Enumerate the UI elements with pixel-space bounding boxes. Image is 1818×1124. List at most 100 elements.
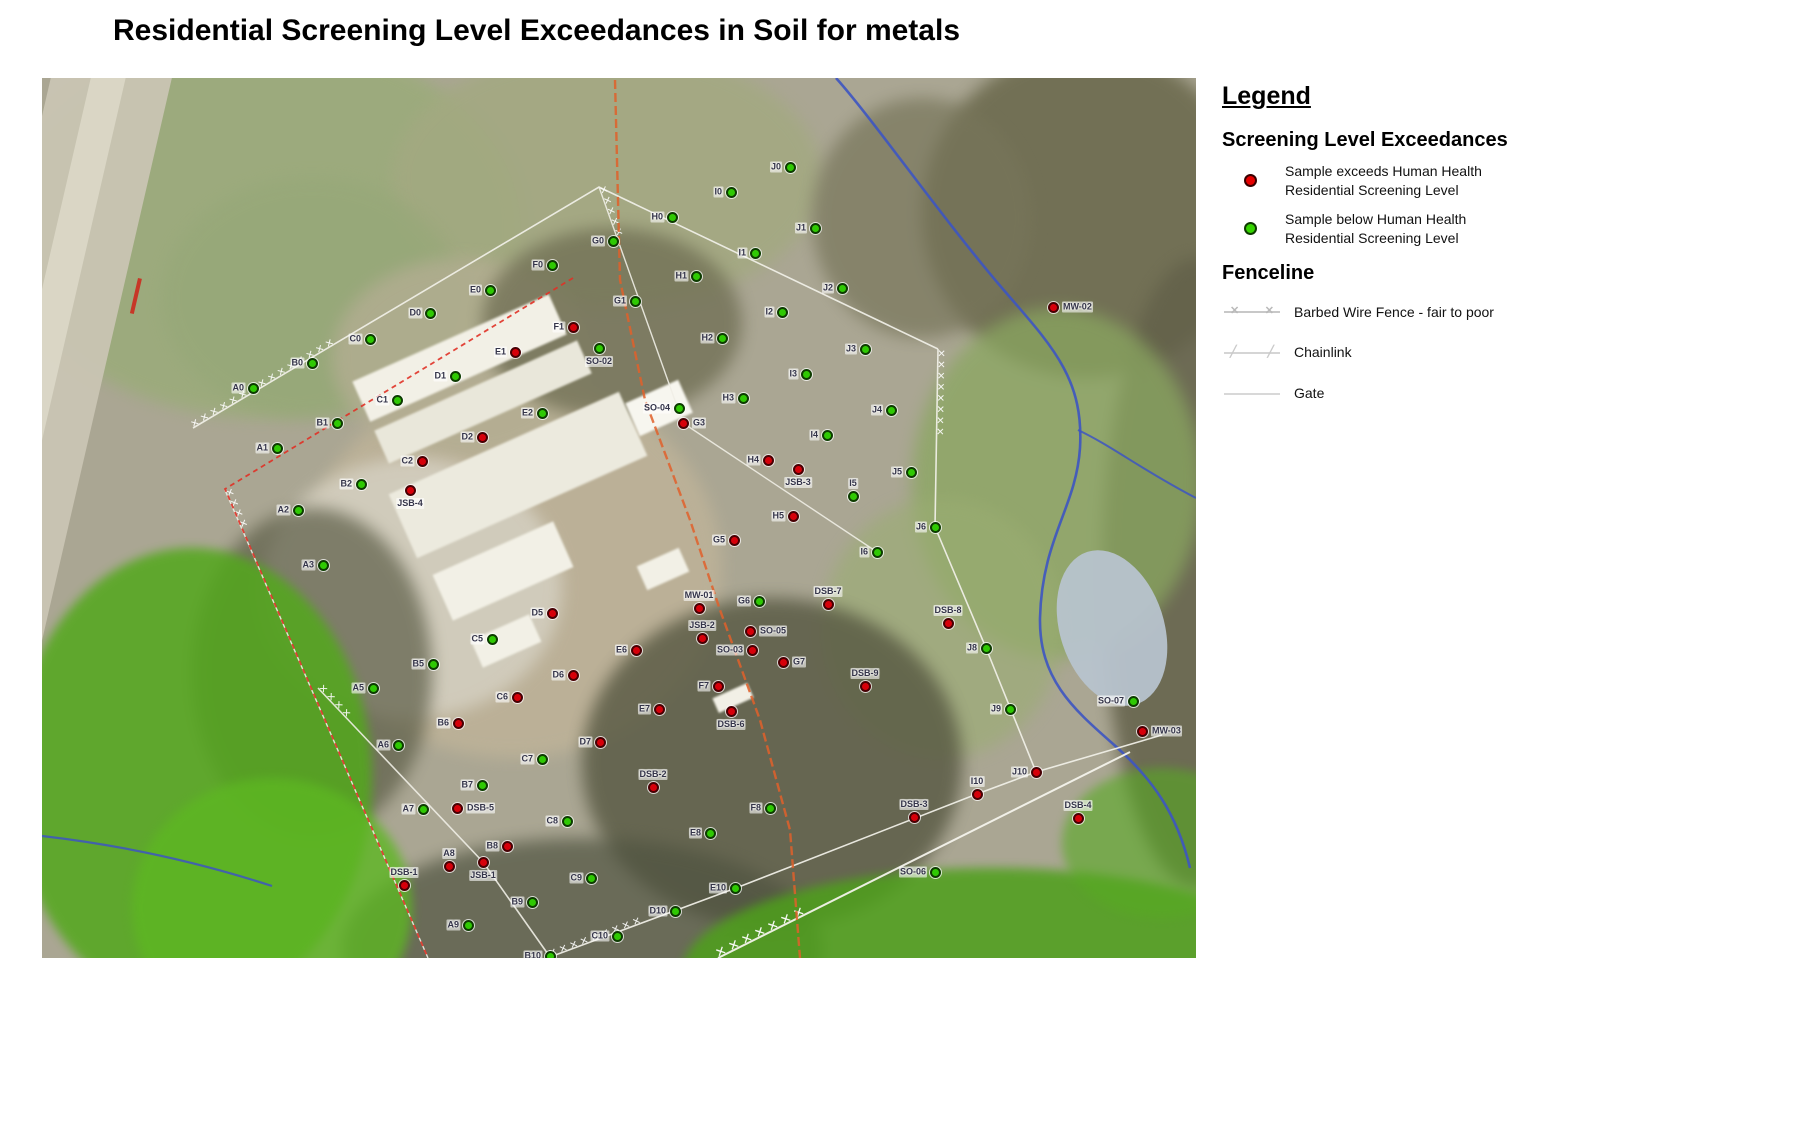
sample-label: B7: [460, 779, 474, 791]
sample-label: MW-01: [683, 590, 715, 601]
sample-point-A3: [317, 559, 329, 571]
sample-point-A2: [292, 504, 304, 516]
sample-point-H0: [666, 211, 678, 223]
sample-point-H4: [762, 454, 774, 466]
sample-point-JSB-4: [404, 484, 416, 496]
pond: [1056, 550, 1168, 706]
sample-point-A7: [417, 803, 429, 815]
sample-point-B10: [544, 950, 556, 958]
sample-point-E10: [729, 882, 741, 894]
sample-point-G6: [753, 595, 765, 607]
gate-line-icon: [1224, 387, 1280, 401]
sample-label: A1: [255, 442, 269, 454]
sample-label: J4: [870, 404, 883, 416]
sample-label: F7: [697, 680, 710, 692]
sample-point-D5: [546, 607, 558, 619]
sample-point-C2: [416, 455, 428, 467]
sample-point-B7: [476, 779, 488, 791]
sample-point-F1: [567, 321, 579, 333]
sample-point-DSB-1: [398, 879, 410, 891]
sample-label: C10: [590, 930, 609, 942]
sample-point-J3: [859, 343, 871, 355]
sample-point-J9: [1004, 703, 1016, 715]
sample-label: E8: [688, 827, 702, 839]
aerial-map: ✕ ✕ ✕ ✕ ✕ ✕ ✕ ✕ ✕ ✕ ✕ ✕ ✕ ✕ ✕ ✕ ✕ ✕ ✕ ✕: [42, 78, 1196, 958]
sample-label: D7: [578, 736, 592, 748]
sample-label: D6: [551, 669, 565, 681]
sample-label: C1: [375, 394, 389, 406]
sample-label: H2: [700, 332, 714, 344]
sample-label: F8: [749, 802, 762, 814]
sample-label: J3: [844, 343, 857, 355]
sample-label: J6: [914, 521, 927, 533]
sample-point-E6: [630, 644, 642, 656]
sample-label: DSB-7: [813, 586, 843, 597]
sample-label: A5: [351, 682, 365, 694]
sample-point-C0: [364, 333, 376, 345]
sample-label: A0: [231, 382, 245, 394]
sample-label: G1: [612, 295, 627, 307]
sample-label: JSB-3: [784, 477, 812, 488]
legend-item-barbed-wire: ✕ ✕ Barbed Wire Fence - fair to poor: [1222, 303, 1802, 322]
sample-label: A7: [401, 803, 415, 815]
sample-label: F1: [552, 321, 565, 333]
sample-label: JSB-2: [688, 620, 716, 631]
sample-point-G1: [629, 295, 641, 307]
svg-text:✕ ✕ ✕: ✕ ✕ ✕ ✕ ✕ ✕ ✕ ✕ ✕ ✕ ✕ ✕ ✕ ✕ ✕: [189, 337, 336, 431]
legend-panel: Legend Screening Level Exceedances Sampl…: [1222, 82, 1802, 425]
sample-label: G0: [590, 235, 605, 247]
sample-label: I6: [859, 546, 869, 558]
sample-label: A6: [376, 739, 390, 751]
sample-label: DSB-4: [1063, 800, 1093, 811]
legend-item-label: Sample below Human Health Residential Sc…: [1285, 210, 1467, 246]
sample-point-I2: [776, 306, 788, 318]
map-linework: ✕ ✕ ✕ ✕ ✕ ✕ ✕ ✕ ✕ ✕ ✕ ✕ ✕ ✕ ✕ ✕ ✕ ✕ ✕ ✕: [42, 78, 1196, 958]
sample-point-D2: [476, 431, 488, 443]
sample-label: J9: [989, 703, 1002, 715]
page-title: Residential Screening Level Exceedances …: [113, 14, 961, 47]
sample-label: B5: [411, 658, 425, 670]
sample-point-C6: [511, 691, 523, 703]
sample-label: SO-07: [1096, 695, 1125, 707]
sample-point-J1: [809, 222, 821, 234]
sample-point-B1: [331, 417, 343, 429]
sample-point-I4: [821, 429, 833, 441]
sample-point-DSB-6: [725, 705, 737, 717]
sample-label: A8: [442, 848, 456, 859]
sample-label: B9: [510, 896, 524, 908]
sample-point-SO-05: [744, 625, 756, 637]
sample-point-E1: [509, 346, 521, 358]
legend-item-chainlink: ╱ ╱ Chainlink: [1222, 343, 1802, 362]
sample-point-JSB-1: [477, 856, 489, 868]
sample-point-DSB-3: [908, 811, 920, 823]
svg-text:✕ ✕ ✕: ✕ ✕ ✕ ✕ ✕ ✕ ✕ ✕: [934, 349, 946, 436]
sample-point-SO-04: [673, 402, 685, 414]
sample-point-E0: [484, 284, 496, 296]
sample-point-D6: [567, 669, 579, 681]
sample-point-D7: [594, 736, 606, 748]
sample-point-J10: [1030, 766, 1042, 778]
sample-label: DSB-3: [899, 799, 929, 810]
sample-label: D5: [530, 607, 544, 619]
sample-label: G3: [692, 417, 707, 429]
sample-label: E7: [637, 703, 651, 715]
legend-item-label: Chainlink: [1294, 344, 1352, 361]
sample-label: H5: [771, 510, 785, 522]
legend-item-label: Barbed Wire Fence - fair to poor: [1294, 303, 1494, 320]
sample-point-E2: [536, 407, 548, 419]
sample-label: B6: [436, 717, 450, 729]
sample-label: E6: [614, 644, 628, 656]
sample-point-C7: [536, 753, 548, 765]
sample-label: DSB-8: [933, 605, 963, 616]
sample-label: I0: [713, 186, 723, 198]
sample-point-J0: [784, 161, 796, 173]
legend-item-gate: Gate: [1222, 384, 1802, 403]
barbed-wire-line-icon: ✕ ✕: [1224, 305, 1280, 319]
sample-label: J5: [890, 466, 903, 478]
sample-label: B1: [315, 417, 329, 429]
sample-label: C7: [520, 753, 534, 765]
site-boundary-red: [223, 277, 574, 958]
sample-label: SO-06: [898, 866, 927, 878]
sample-point-SO-06: [929, 866, 941, 878]
legend-item-label: Gate: [1294, 385, 1325, 402]
